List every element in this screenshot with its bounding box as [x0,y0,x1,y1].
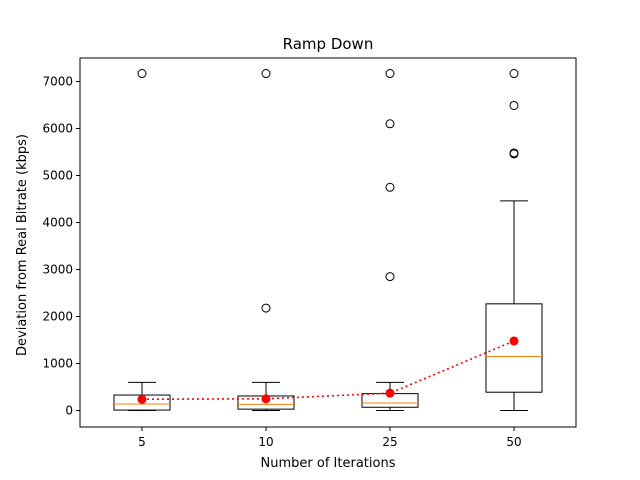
mean-trend-line [141,340,515,401]
outlier-point [137,69,147,79]
mean-point [385,388,395,398]
y-tick-label: 1000 [42,357,73,371]
x-tick-label: 10 [258,435,273,449]
mean-point [137,394,147,404]
mean-point [509,336,519,346]
chart-title: Ramp Down [283,35,374,53]
outlier-point [509,69,519,79]
axes-frame [79,57,577,428]
outlier-point [261,303,271,313]
box-50 [485,303,543,393]
outlier-point [385,182,395,192]
outlier-point [261,69,271,79]
outlier-point [385,272,395,282]
outlier-point [509,148,519,158]
y-tick-label: 4000 [42,216,73,230]
outlier-point [385,69,395,79]
mean-point [261,394,271,404]
y-axis-label: Deviation from Real Bitrate (kbps) [15,134,30,356]
y-tick-label: 5000 [42,169,73,183]
plot-area: 0 1000 2000 3000 4000 5000 6000 7000 5 10 25 50 [42,57,577,449]
x-axis-label: Number of Iterations [261,456,396,471]
y-tick-label: 7000 [42,75,73,89]
x-tick-label: 50 [506,435,521,449]
outlier-point [385,119,395,129]
x-tick-label: 25 [382,435,397,449]
y-tick-label: 6000 [42,122,73,136]
y-tick-label: 0 [65,404,73,418]
y-tick-label: 3000 [42,263,73,277]
x-tick-label: 5 [138,435,146,449]
y-tick-label: 2000 [42,310,73,324]
outlier-point [509,100,519,110]
